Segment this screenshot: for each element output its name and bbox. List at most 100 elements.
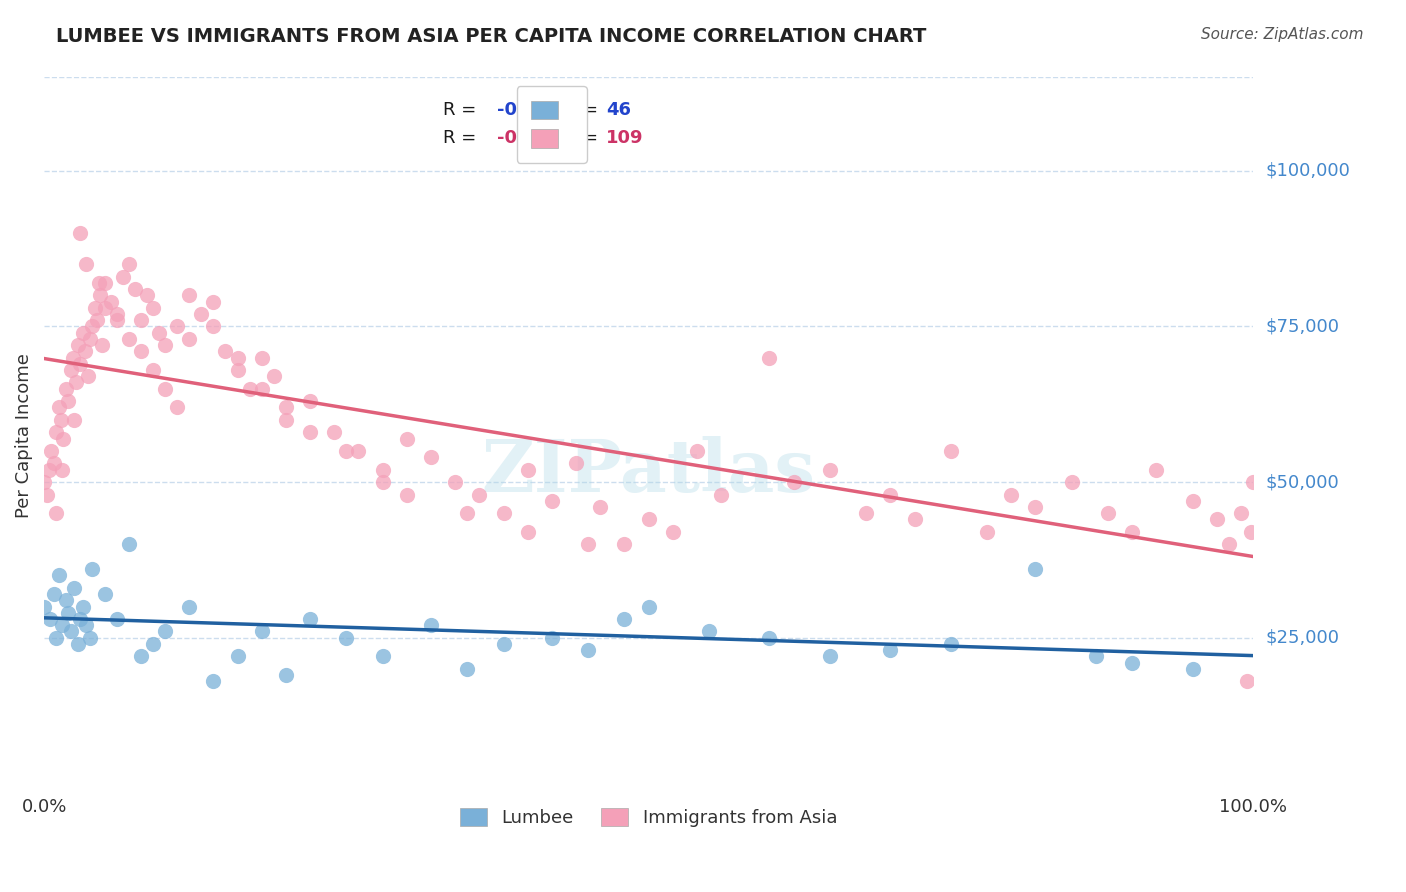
Point [299,425,322,440]
Point [274,668,297,682]
Point [153,624,176,639]
Point [62,351,84,365]
Point [32,475,55,489]
Point [58,606,80,620]
Point [347,444,370,458]
Point [444,475,467,489]
Point [51,618,73,632]
Point [166,319,188,334]
Point [202,319,225,334]
Point [202,674,225,689]
Point [903,512,925,526]
Point [52,432,75,446]
Point [323,425,346,440]
Text: 109: 109 [606,129,644,147]
Point [299,394,322,409]
Point [939,444,962,458]
Point [87,276,110,290]
Point [45,425,67,440]
Point [589,500,612,514]
Point [818,649,841,664]
Point [105,612,128,626]
Point [1241,475,1264,489]
Point [541,631,564,645]
Point [105,307,128,321]
Point [710,487,733,501]
Point [32,599,55,614]
Point [1060,475,1083,489]
Point [758,351,780,365]
Point [93,276,115,290]
Point [613,612,636,626]
Point [1181,662,1204,676]
Point [782,475,804,489]
Point [89,288,111,302]
Point [148,326,170,340]
Point [456,506,478,520]
Point [1236,674,1258,689]
Text: N=: N= [558,101,603,119]
Point [250,624,273,639]
Point [83,301,105,315]
Point [1230,506,1253,520]
Point [1000,487,1022,501]
Point [135,288,157,302]
Text: $75,000: $75,000 [1265,318,1339,335]
Point [939,637,962,651]
Point [214,344,236,359]
Point [226,649,249,664]
Point [1084,649,1107,664]
Point [541,493,564,508]
Point [1144,462,1167,476]
Point [1205,512,1227,526]
Point [395,487,418,501]
Point [63,413,86,427]
Text: Source: ZipAtlas.com: Source: ZipAtlas.com [1201,27,1364,42]
Point [576,537,599,551]
Point [565,457,588,471]
Point [274,401,297,415]
Point [456,662,478,676]
Point [879,487,901,501]
Point [39,612,62,626]
Point [82,319,104,334]
Point [69,357,91,371]
Point [492,637,515,651]
Point [129,313,152,327]
Point [661,524,683,539]
Point [166,401,188,415]
Point [93,587,115,601]
Point [66,637,89,651]
Point [153,338,176,352]
Point [129,344,152,359]
Point [637,599,659,614]
Point [250,351,273,365]
Point [142,637,165,651]
Point [48,568,70,582]
Text: ZIPatlas: ZIPatlas [481,435,815,507]
Point [118,332,141,346]
Point [69,612,91,626]
Point [226,363,249,377]
Point [190,307,212,321]
Point [79,332,101,346]
Text: R =: R = [443,101,482,119]
Point [75,618,97,632]
Point [274,413,297,427]
Point [72,599,94,614]
Point [129,649,152,664]
Point [111,269,134,284]
Point [335,631,357,645]
Point [76,369,98,384]
Point [118,537,141,551]
Point [226,351,249,365]
Point [1097,506,1119,520]
Point [49,413,72,427]
Point [697,624,720,639]
Point [202,294,225,309]
Text: R =: R = [443,129,482,147]
Point [45,506,67,520]
Point [250,382,273,396]
Point [179,332,201,346]
Point [55,593,77,607]
